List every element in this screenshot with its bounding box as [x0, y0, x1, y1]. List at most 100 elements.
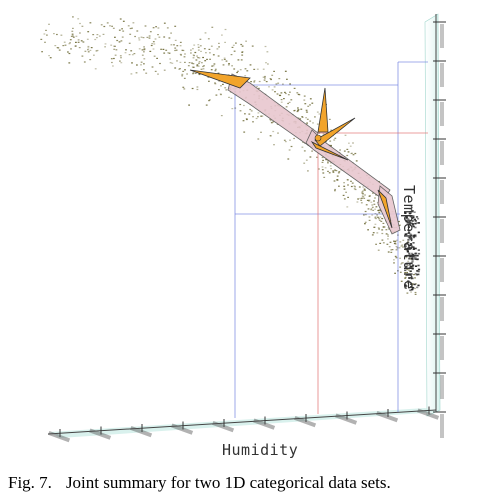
- cloud-point: [192, 63, 195, 65]
- cloud-point: [289, 139, 291, 141]
- cloud-point: [404, 248, 406, 250]
- cloud-point: [404, 242, 407, 245]
- cloud-point: [412, 264, 415, 267]
- cloud-point: [231, 65, 233, 67]
- cloud-point: [376, 232, 379, 234]
- cloud-point: [211, 65, 213, 67]
- cloud-point: [138, 37, 140, 39]
- cloud-point: [305, 159, 308, 161]
- cloud-point: [390, 251, 393, 253]
- cloud-point: [382, 242, 385, 244]
- cloud-point: [406, 292, 409, 294]
- cloud-point: [354, 186, 356, 188]
- cloud-point: [406, 268, 409, 271]
- guide-lines: [234, 61, 428, 418]
- cloud-point: [330, 144, 332, 147]
- cloud-point: [141, 49, 144, 51]
- horizontal-axis-ticks: [48, 406, 440, 443]
- cloud-point: [382, 222, 385, 224]
- cloud-point: [210, 69, 213, 71]
- cloud-point: [72, 36, 75, 38]
- cloud-point: [415, 216, 419, 218]
- cloud-point: [345, 191, 347, 193]
- cloud-point: [276, 93, 279, 95]
- cloud-point: [411, 277, 414, 280]
- cloud-point: [176, 45, 179, 47]
- cloud-point: [327, 160, 329, 162]
- cloud-point: [305, 111, 308, 113]
- cloud-point: [282, 83, 284, 85]
- cloud-point: [207, 76, 210, 78]
- cloud-point: [411, 220, 414, 222]
- cloud-point: [158, 36, 161, 38]
- cloud-point: [385, 233, 388, 235]
- glyph-arrow-left: [189, 69, 251, 89]
- cloud-point: [330, 129, 333, 131]
- cloud-point: [153, 55, 156, 57]
- cloud-point: [335, 170, 338, 172]
- cloud-point: [365, 204, 368, 206]
- cloud-point: [46, 34, 48, 36]
- cloud-point: [113, 45, 115, 47]
- horizontal-axis-line: [47, 409, 437, 435]
- cloud-point: [284, 92, 287, 95]
- cloud-point: [347, 184, 349, 186]
- cloud-point: [114, 45, 116, 47]
- cloud-point: [86, 38, 89, 40]
- cloud-point: [98, 35, 101, 37]
- cloud-point: [334, 190, 336, 192]
- cloud-point: [133, 53, 136, 55]
- cloud-point: [90, 47, 93, 49]
- cloud-point: [409, 247, 412, 249]
- cloud-point: [360, 202, 363, 204]
- cloud-point: [190, 52, 192, 54]
- cloud-point: [130, 73, 133, 75]
- cloud-point: [119, 55, 122, 57]
- cloud-point: [235, 42, 237, 44]
- cloud-point: [299, 118, 302, 120]
- cloud-point: [176, 60, 178, 62]
- cloud-point: [387, 234, 389, 236]
- cloud-point: [270, 78, 272, 81]
- cloud-point: [293, 137, 295, 140]
- cloud-point: [197, 46, 200, 48]
- cloud-point: [193, 44, 196, 46]
- cloud-point: [152, 27, 155, 29]
- cloud-point: [415, 273, 418, 276]
- cloud-point: [400, 263, 403, 265]
- cloud-point: [260, 115, 262, 117]
- cloud-point: [290, 145, 293, 148]
- cloud-point: [381, 239, 384, 241]
- cloud-point: [404, 283, 407, 286]
- cloud-point: [163, 52, 166, 54]
- cloud-point: [414, 293, 417, 295]
- cloud-point: [72, 27, 74, 29]
- cloud-point: [228, 63, 230, 65]
- cloud-point: [416, 217, 420, 220]
- cloud-point: [343, 182, 345, 184]
- cloud-point: [220, 94, 222, 96]
- cloud-point: [414, 277, 416, 279]
- cloud-point: [246, 118, 248, 121]
- cloud-point: [402, 246, 404, 248]
- cloud-point: [214, 82, 216, 84]
- cloud-point: [199, 38, 202, 40]
- cloud-point: [389, 241, 392, 243]
- cloud-point: [233, 50, 236, 52]
- cloud-point: [194, 72, 197, 74]
- cloud-point: [289, 83, 291, 85]
- cloud-point: [273, 144, 275, 146]
- cloud-point: [241, 51, 244, 53]
- y-tick-label-mark: [440, 141, 444, 165]
- cloud-point: [377, 216, 380, 219]
- cloud-point: [346, 148, 349, 150]
- cloud-point: [157, 27, 160, 29]
- cloud-point: [210, 45, 213, 47]
- cloud-point: [379, 216, 382, 218]
- cloud-point: [277, 82, 280, 84]
- cloud-point: [414, 272, 417, 275]
- cloud-point: [374, 216, 377, 218]
- cloud-point: [197, 49, 200, 51]
- cloud-point: [169, 62, 172, 64]
- cloud-point: [278, 78, 281, 80]
